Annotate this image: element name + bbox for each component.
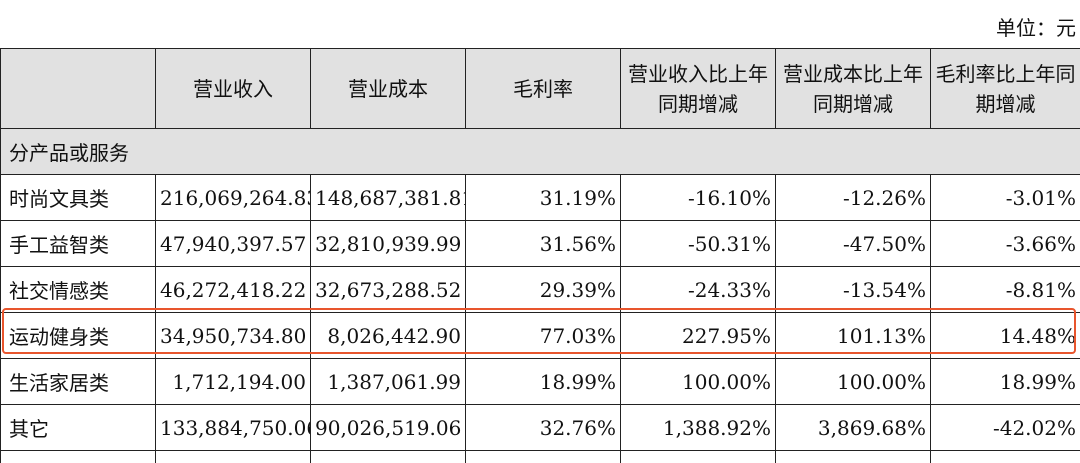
cell-margin: 77.03% xyxy=(466,313,621,359)
cell-revenue-change: 1,388.92% xyxy=(621,405,776,451)
cell-revenue-change: -50.31% xyxy=(621,221,776,267)
cell-cost-change: 3,869.68% xyxy=(776,405,931,451)
table-row: 手工益智类 47,940,397.57 32,810,939.99 31.56%… xyxy=(1,221,1080,267)
cut-cell xyxy=(621,451,776,463)
truncated-row xyxy=(1,451,1080,463)
cell-cost: 32,673,288.52 xyxy=(311,267,466,313)
cut-cell xyxy=(931,451,1080,463)
table-row: 其它 133,884,750.06 90,026,519.06 32.76% 1… xyxy=(1,405,1080,451)
cell-cost-change: -47.50% xyxy=(776,221,931,267)
row-name: 生活家居类 xyxy=(1,359,156,405)
cell-margin-change: -3.01% xyxy=(931,175,1080,221)
cell-cost-change: 101.13% xyxy=(776,313,931,359)
cell-revenue-change: -16.10% xyxy=(621,175,776,221)
cell-margin: 29.39% xyxy=(466,267,621,313)
cell-cost-change: -12.26% xyxy=(776,175,931,221)
table-row: 生活家居类 1,712,194.00 1,387,061.99 18.99% 1… xyxy=(1,359,1080,405)
row-name: 运动健身类 xyxy=(1,313,156,359)
header-row: 营业收入 营业成本 毛利率 营业收入比上年同期增减 营业成本比上年同期增减 毛利… xyxy=(1,49,1080,129)
cell-margin: 31.56% xyxy=(466,221,621,267)
cell-margin: 31.19% xyxy=(466,175,621,221)
cell-margin-change: -8.81% xyxy=(931,267,1080,313)
cell-margin: 18.99% xyxy=(466,359,621,405)
header-margin-change-text: 毛利率比上年同期增减 xyxy=(935,59,1076,119)
cut-cell xyxy=(1,451,156,463)
cell-cost: 90,026,519.06 xyxy=(311,405,466,451)
section-label: 分产品或服务 xyxy=(1,129,1080,175)
cut-cell xyxy=(311,451,466,463)
cell-cost: 32,810,939.99 xyxy=(311,221,466,267)
header-empty xyxy=(1,49,156,129)
header-revenue: 营业收入 xyxy=(156,49,311,129)
cut-cell xyxy=(776,451,931,463)
header-cost-change-text: 营业成本比上年同期增减 xyxy=(780,59,926,119)
unit-label: 单位：元 xyxy=(996,12,1076,41)
header-revenue-change-text: 营业收入比上年同期增减 xyxy=(625,59,771,119)
header-margin-change: 毛利率比上年同期增减 xyxy=(931,49,1080,129)
cell-revenue-change: 227.95% xyxy=(621,313,776,359)
product-revenue-table: 营业收入 营业成本 毛利率 营业收入比上年同期增减 营业成本比上年同期增减 毛利… xyxy=(0,48,1080,463)
header-cost-change: 营业成本比上年同期增减 xyxy=(776,49,931,129)
cell-margin-change: 18.99% xyxy=(931,359,1080,405)
row-name: 手工益智类 xyxy=(1,221,156,267)
table-row: 社交情感类 46,272,418.22 32,673,288.52 29.39%… xyxy=(1,267,1080,313)
cell-revenue: 133,884,750.06 xyxy=(156,405,311,451)
cell-revenue: 46,272,418.22 xyxy=(156,267,311,313)
cell-cost: 1,387,061.99 xyxy=(311,359,466,405)
cell-revenue: 47,940,397.57 xyxy=(156,221,311,267)
cell-cost: 148,687,381.81 xyxy=(311,175,466,221)
cell-revenue: 34,950,734.80 xyxy=(156,313,311,359)
cut-cell xyxy=(466,451,621,463)
row-name: 社交情感类 xyxy=(1,267,156,313)
row-name: 时尚文具类 xyxy=(1,175,156,221)
cell-margin: 32.76% xyxy=(466,405,621,451)
cell-margin-change: -42.02% xyxy=(931,405,1080,451)
header-revenue-change: 营业收入比上年同期增减 xyxy=(621,49,776,129)
cell-cost-change: -13.54% xyxy=(776,267,931,313)
row-name: 其它 xyxy=(1,405,156,451)
cell-margin-change: 14.48% xyxy=(931,313,1080,359)
header-cost: 营业成本 xyxy=(311,49,466,129)
section-row: 分产品或服务 xyxy=(1,129,1080,175)
cell-revenue: 216,069,264.83 xyxy=(156,175,311,221)
cell-margin-change: -3.66% xyxy=(931,221,1080,267)
cell-cost-change: 100.00% xyxy=(776,359,931,405)
table-row: 时尚文具类 216,069,264.83 148,687,381.81 31.1… xyxy=(1,175,1080,221)
cell-revenue-change: 100.00% xyxy=(621,359,776,405)
table-row-highlighted: 运动健身类 34,950,734.80 8,026,442.90 77.03% … xyxy=(1,313,1080,359)
cell-cost: 8,026,442.90 xyxy=(311,313,466,359)
cut-cell xyxy=(156,451,311,463)
cell-revenue-change: -24.33% xyxy=(621,267,776,313)
header-gross-margin: 毛利率 xyxy=(466,49,621,129)
cell-revenue: 1,712,194.00 xyxy=(156,359,311,405)
